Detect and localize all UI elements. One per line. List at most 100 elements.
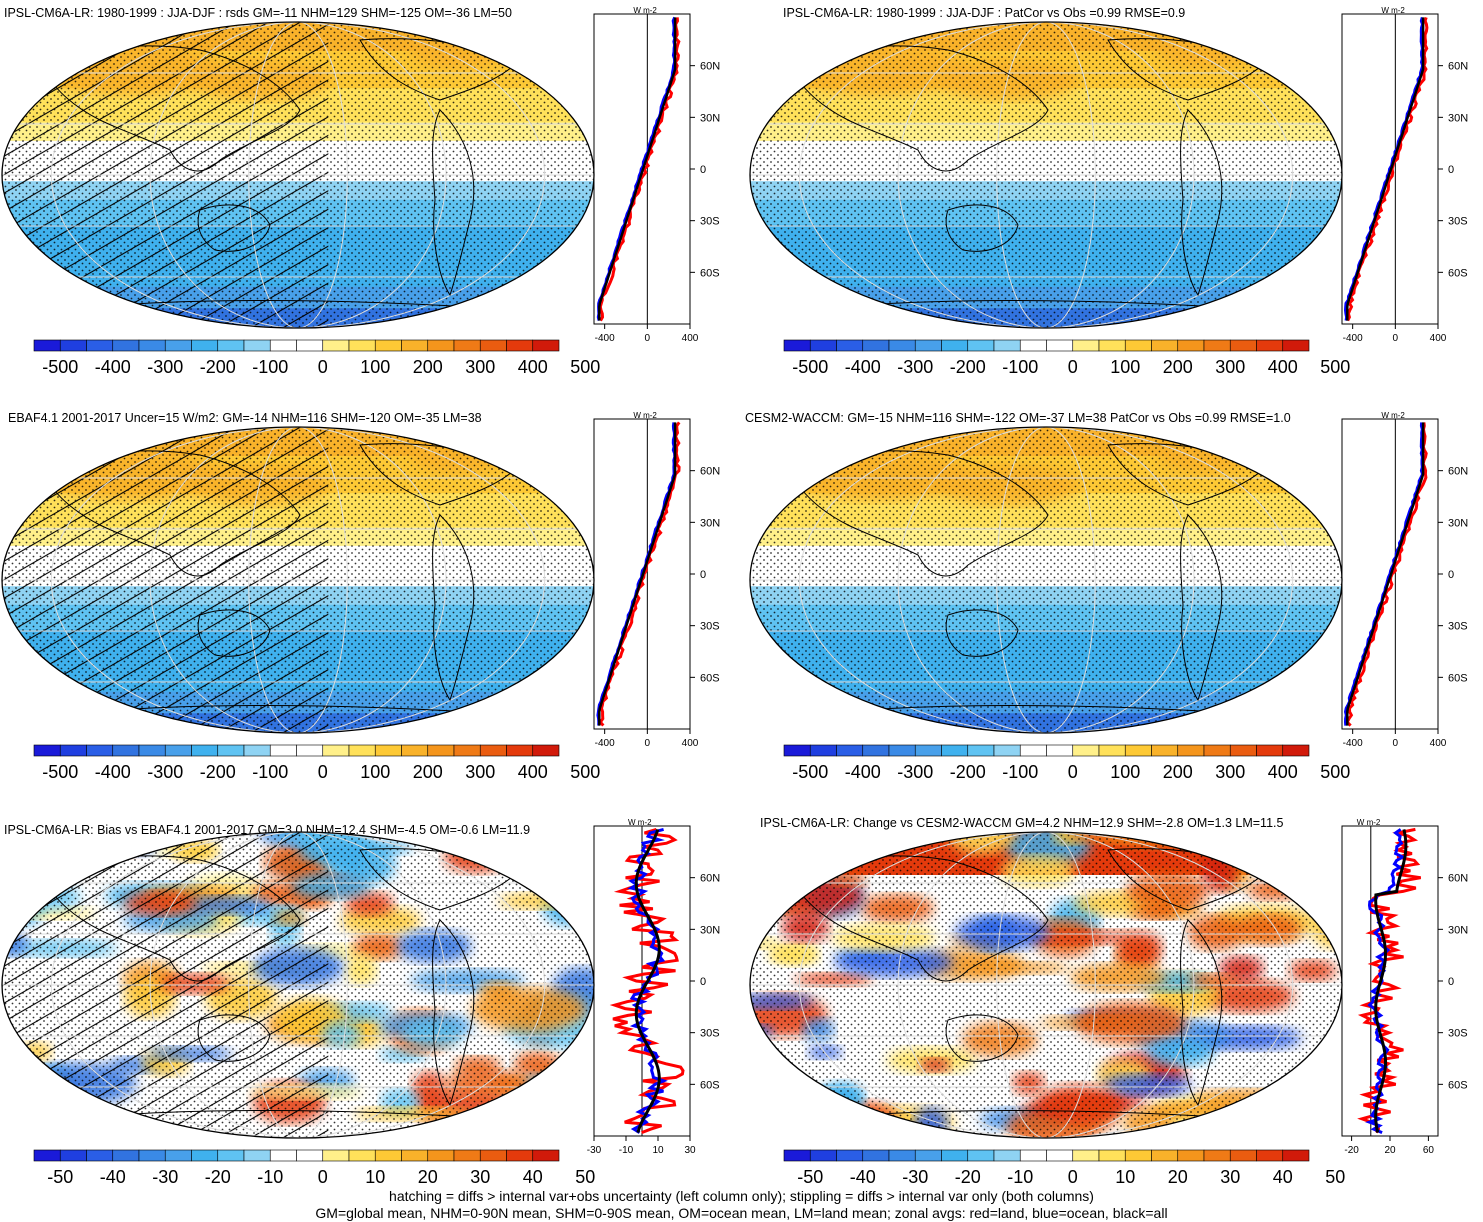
colorbar-label: -400 bbox=[845, 357, 881, 377]
colorbar-label: 200 bbox=[413, 357, 443, 377]
value-patch bbox=[2, 832, 98, 861]
coastline bbox=[432, 514, 475, 702]
lat-label: 30S bbox=[700, 216, 720, 228]
graticule-line bbox=[297, 427, 546, 733]
colorbar-swatch bbox=[86, 744, 114, 757]
x-tick-label: 0 bbox=[645, 333, 651, 344]
colorbar-swatch bbox=[783, 1149, 811, 1162]
colorbar-swatch bbox=[191, 744, 219, 757]
colorbar-swatch bbox=[809, 744, 837, 757]
panel-title: CESM2-WACCM: GM=-15 NHM=116 SHM=-122 OM=… bbox=[745, 411, 1291, 425]
coastline bbox=[432, 109, 475, 297]
colorbar-label: 10 bbox=[1115, 1167, 1135, 1187]
colorbar-label: 100 bbox=[360, 357, 390, 377]
value-patch bbox=[1218, 1105, 1269, 1135]
graticule-line bbox=[297, 832, 348, 1138]
coastline bbox=[197, 204, 271, 252]
colorbar-swatch bbox=[1256, 1149, 1284, 1162]
colorbar-swatch bbox=[401, 744, 429, 757]
colorbar-label: -50 bbox=[47, 1167, 73, 1187]
colorbar-swatch bbox=[1019, 339, 1047, 352]
graticule-line bbox=[297, 427, 348, 733]
coastline bbox=[945, 204, 1019, 252]
lat-label: 60N bbox=[1448, 873, 1468, 885]
land-zonal-line bbox=[1345, 422, 1428, 727]
colorbar-swatch bbox=[1177, 744, 1205, 757]
colorbar-label: 30 bbox=[1220, 1167, 1240, 1187]
colorbar-swatch bbox=[888, 1149, 916, 1162]
coastline bbox=[432, 919, 475, 1107]
colorbar-swatch bbox=[506, 339, 534, 352]
colorbar-label: 40 bbox=[523, 1167, 543, 1187]
colorbar-swatch bbox=[86, 1149, 114, 1162]
colorbar-label: 20 bbox=[1168, 1167, 1188, 1187]
colorbar-swatch bbox=[532, 744, 560, 757]
units-label: W m-2 bbox=[1381, 411, 1405, 420]
colorbar-swatch bbox=[1124, 339, 1152, 352]
colorbar-swatch bbox=[138, 1149, 166, 1162]
graticule-line bbox=[1045, 22, 1294, 328]
coastline bbox=[1107, 38, 1269, 101]
colorbar-swatch bbox=[86, 339, 114, 352]
graticule-line bbox=[1045, 22, 1096, 328]
colorbar-swatch bbox=[453, 744, 481, 757]
colorbar-swatch bbox=[217, 339, 245, 352]
x-tick-label: 0 bbox=[645, 738, 651, 749]
colorbar-swatch bbox=[1124, 744, 1152, 757]
colorbar-label: 0 bbox=[1068, 762, 1078, 782]
graticule-line bbox=[248, 832, 299, 1138]
colorbar-label: -300 bbox=[897, 357, 933, 377]
colorbar-label: -50 bbox=[797, 1167, 823, 1187]
colorbar-label: 0 bbox=[318, 357, 328, 377]
colorbar-swatch bbox=[914, 339, 942, 352]
colorbar-label: -300 bbox=[897, 762, 933, 782]
colorbar-swatch bbox=[427, 744, 455, 757]
colorbar-label: 50 bbox=[1325, 1167, 1345, 1187]
colorbar-label: 200 bbox=[413, 762, 443, 782]
colorbar-swatch bbox=[506, 1149, 534, 1162]
colorbar-swatch bbox=[164, 1149, 192, 1162]
colorbar-swatch bbox=[783, 744, 811, 757]
lat-label: 30N bbox=[1448, 517, 1468, 529]
colorbar-swatch bbox=[1124, 1149, 1152, 1162]
x-tick-label: -400 bbox=[1343, 738, 1363, 749]
colorbar-swatch bbox=[33, 744, 61, 757]
colorbar-label: -300 bbox=[147, 762, 183, 782]
land-zonal-line bbox=[1346, 16, 1429, 322]
graticule-line bbox=[50, 832, 299, 1138]
value-patch bbox=[2, 1103, 18, 1119]
lat-label: 0 bbox=[700, 976, 706, 988]
colorbar-swatch bbox=[59, 339, 87, 352]
colorbar-swatch bbox=[1229, 1149, 1257, 1162]
colorbar-swatch bbox=[453, 1149, 481, 1162]
coastline bbox=[359, 848, 521, 911]
x-tick-label: -20 bbox=[1344, 1145, 1359, 1156]
colorbar-label: 500 bbox=[570, 762, 600, 782]
lat-label: 30N bbox=[700, 112, 720, 124]
colorbar: -500 -400 -300 -200 -100 0 100 200 300 400 500 bbox=[33, 339, 600, 377]
lat-label: 60S bbox=[700, 267, 720, 279]
lat-label: 60N bbox=[700, 873, 720, 885]
colorbar-label: -100 bbox=[252, 762, 288, 782]
graticule-line bbox=[297, 832, 546, 1138]
x-tick-label: 400 bbox=[1430, 333, 1447, 344]
colorbar-swatch bbox=[1203, 744, 1231, 757]
graticule-line bbox=[50, 427, 299, 733]
value-patch bbox=[816, 1119, 871, 1138]
colorbar-swatch bbox=[427, 339, 455, 352]
colorbar-label: -400 bbox=[845, 762, 881, 782]
colorbar-swatch bbox=[1203, 1149, 1231, 1162]
x-tick-label: -400 bbox=[595, 738, 615, 749]
colorbar-swatch bbox=[862, 1149, 890, 1162]
colorbar-swatch bbox=[243, 744, 271, 757]
lat-label: 0 bbox=[1448, 569, 1454, 581]
panel-title: IPSL-CM6A-LR: Bias vs EBAF4.1 2001-2017 … bbox=[4, 823, 531, 837]
colorbar-swatch bbox=[1256, 744, 1284, 757]
colorbar-label: 0 bbox=[318, 1167, 328, 1187]
graticule-line bbox=[248, 22, 299, 328]
x-tick-label: 60 bbox=[1423, 1145, 1435, 1156]
colorbar-swatch bbox=[191, 339, 219, 352]
x-tick-label: -30 bbox=[587, 1145, 602, 1156]
coastline bbox=[1180, 919, 1223, 1107]
colorbar-swatch bbox=[836, 1149, 864, 1162]
